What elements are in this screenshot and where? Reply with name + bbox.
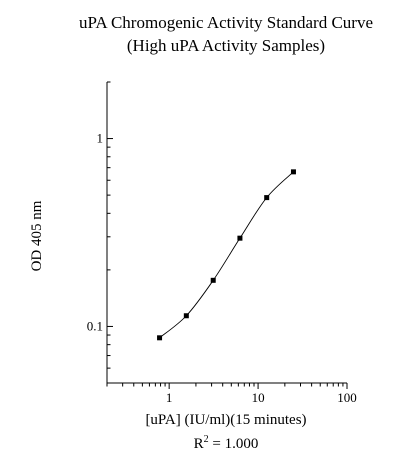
data-points <box>157 169 296 341</box>
data-point <box>264 195 270 201</box>
r-squared-superscript: 2 <box>204 434 209 445</box>
y-axis-label: OD 405 nm <box>29 200 45 271</box>
tick-labels: 1 10 100 0.1 1 <box>87 131 357 405</box>
chart-title: uPA Chromogenic Activity Standard Curve <box>79 13 373 32</box>
r-squared-value: = 1.000 <box>209 436 259 452</box>
r-squared-annotation: R2 = 1.000 <box>194 434 259 452</box>
x-tick-label: 10 <box>252 390 265 405</box>
fit-curve <box>159 171 294 339</box>
data-point <box>183 313 189 319</box>
ticks <box>106 81 348 389</box>
axes <box>106 82 347 384</box>
y-tick-label: 0.1 <box>87 318 103 333</box>
y-tick-label: 1 <box>97 131 104 146</box>
data-point <box>290 169 296 175</box>
data-point <box>157 335 163 341</box>
data-point <box>237 235 243 241</box>
x-tick-label: 1 <box>166 390 173 405</box>
r-squared-symbol: R <box>194 436 204 452</box>
chart-subtitle: (High uPA Activity Samples) <box>127 36 325 55</box>
x-axis-label: [uPA] (IU/ml)(15 minutes) <box>145 412 306 428</box>
x-tick-label: 100 <box>337 390 357 405</box>
data-point <box>210 277 216 283</box>
